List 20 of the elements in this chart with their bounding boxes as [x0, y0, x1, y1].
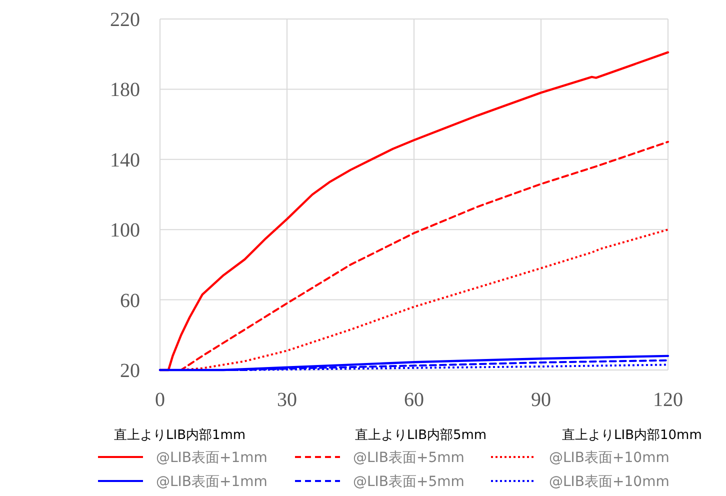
legend-label: @LIB表面+1mm: [156, 450, 268, 466]
x-tick-label: 60: [404, 389, 424, 411]
text: 直上よりLIB内部5mm: [355, 428, 487, 443]
y-tick-label: 140: [110, 149, 140, 172]
y-tick-label: 180: [110, 79, 140, 102]
legend-label: @LIB表面+5mm: [353, 474, 464, 490]
legend-label: @LIB表面+10mm: [549, 450, 670, 466]
y-tick-label: 100: [110, 220, 140, 242]
x-tick-label: 120: [653, 389, 683, 411]
text: 直上よりLIB内部1mm: [114, 428, 246, 443]
y-tick-label: 60: [120, 290, 140, 312]
legend-label: @LIB表面+1mm: [156, 474, 268, 490]
x-tick-label: 0: [155, 389, 165, 411]
y-tick-label: 20: [120, 360, 140, 382]
y-tick-label: 220: [110, 9, 140, 31]
text: 直上よりLIB内部10mm: [562, 428, 702, 443]
legend-label: @LIB表面+10mm: [549, 474, 670, 490]
legend-label: @LIB表面+5mm: [353, 450, 464, 466]
x-tick-label: 30: [277, 389, 297, 411]
x-tick-label: 90: [531, 389, 551, 411]
